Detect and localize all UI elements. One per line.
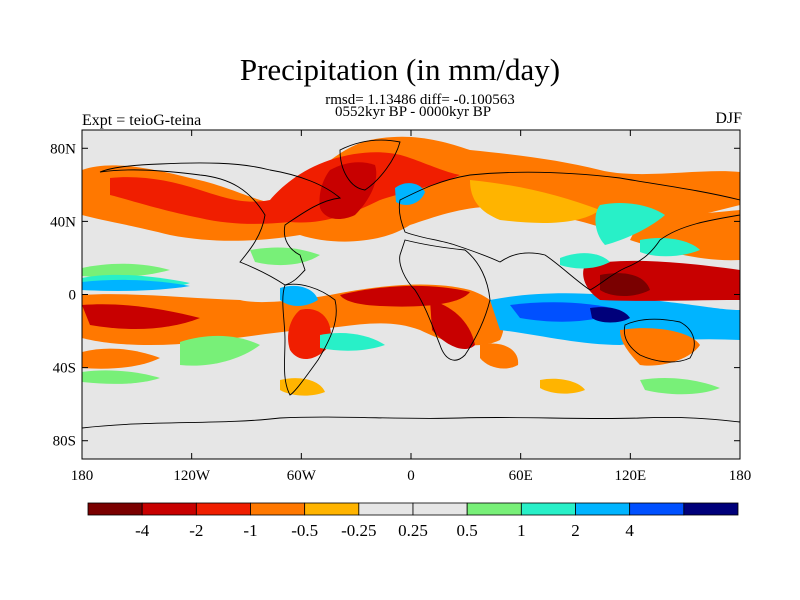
- colorbar-label: 4: [625, 521, 634, 540]
- colorbar-label: 1: [517, 521, 526, 540]
- anomaly-patch: [280, 378, 325, 396]
- lon-tick-label: 180: [71, 468, 94, 484]
- coastline: [399, 239, 491, 361]
- anomaly-patch: [82, 263, 170, 278]
- coastlines: [82, 139, 740, 429]
- anomaly-patch: [82, 279, 190, 291]
- map-area: 80N 40N 0 40S 80S 180 120W 60W 0 60E 120E 180: [50, 129, 752, 484]
- latitude-axis: 80N 40N 0 40S 80S: [50, 141, 740, 450]
- anomaly-patch: [640, 238, 700, 257]
- anomaly-patch: [470, 180, 600, 223]
- colorbar-swatch: [466, 502, 522, 516]
- anomaly-patch: [430, 300, 475, 350]
- experiment-label: Expt = teioG-teina: [82, 112, 202, 129]
- lon-tick-label: 120E: [614, 468, 646, 484]
- lat-tick-label: 80S: [53, 434, 76, 450]
- anomaly-patch: [395, 183, 425, 205]
- lon-tick-label: 180: [729, 468, 752, 484]
- anomaly-patch: [595, 203, 665, 245]
- coastline: [339, 139, 401, 191]
- colorbar-swatch: [87, 502, 143, 516]
- lat-tick-label: 0: [69, 288, 77, 304]
- anomaly-patch: [600, 273, 650, 296]
- anomaly-patch: [560, 253, 610, 269]
- anomaly-patch: [319, 162, 377, 220]
- lat-tick-label: 40N: [50, 214, 76, 230]
- colorbar-swatch: [250, 502, 306, 516]
- colorbar-swatch: [141, 502, 197, 516]
- period-line: 0552kyr BP - 0000kyr BP: [334, 104, 492, 120]
- colorbar-swatch: [412, 502, 468, 516]
- anomaly-patch: [620, 328, 700, 366]
- coastline: [82, 416, 740, 429]
- longitude-axis: 180 120W 60W 0 60E 120E 180: [71, 130, 752, 484]
- colorbar-label: -2: [189, 521, 203, 540]
- colorbar-swatch: [575, 502, 631, 516]
- precip-anomaly-field: [82, 136, 740, 396]
- lat-tick-label: 40S: [53, 361, 76, 377]
- season-label: DJF: [715, 110, 742, 127]
- coastline: [99, 162, 342, 286]
- colorbar-label: 0.5: [457, 521, 478, 540]
- lon-tick-label: 120W: [173, 468, 211, 484]
- colorbar-swatch: [520, 502, 576, 516]
- colorbar-swatch: [629, 502, 685, 516]
- lon-tick-label: 60W: [287, 468, 317, 484]
- colorbar: -4 -2 -1 -0.5 -0.25 0.25 0.5 1 2 4: [87, 502, 739, 540]
- anomaly-patch: [640, 377, 720, 395]
- lon-tick-label: 60E: [509, 468, 533, 484]
- anomaly-patch: [540, 378, 585, 394]
- anomaly-patch: [82, 348, 160, 369]
- anomaly-patch: [280, 285, 318, 306]
- colorbar-label: 2: [571, 521, 580, 540]
- anomaly-patch: [320, 333, 385, 351]
- colorbar-label: -4: [135, 521, 150, 540]
- colorbar-label: -1: [243, 521, 257, 540]
- lat-tick-label: 80N: [50, 141, 76, 157]
- anomaly-patch: [590, 307, 630, 323]
- coastline: [398, 171, 740, 291]
- coastline: [282, 283, 337, 396]
- stats-line: rmsd= 1.13486 diff= -0.100563: [325, 92, 515, 108]
- anomaly-patch: [180, 335, 260, 366]
- colorbar-swatch: [683, 502, 739, 516]
- anomaly-patch: [250, 247, 320, 266]
- anomaly-patch: [340, 285, 470, 307]
- colorbar-label: 0.25: [398, 521, 428, 540]
- coastline: [623, 318, 695, 363]
- lon-tick-label: 0: [407, 468, 415, 484]
- colorbar-label: -0.25: [341, 521, 376, 540]
- colorbar-swatch: [358, 502, 414, 516]
- anomaly-patch: [82, 370, 160, 384]
- anomaly-patch: [480, 343, 519, 369]
- colorbar-swatch: [304, 502, 360, 516]
- plot-title: Precipitation (in mm/day): [239, 52, 561, 87]
- colorbar-label: -0.5: [291, 521, 318, 540]
- colorbar-swatch: [195, 502, 251, 516]
- anomaly-patch: [82, 304, 200, 330]
